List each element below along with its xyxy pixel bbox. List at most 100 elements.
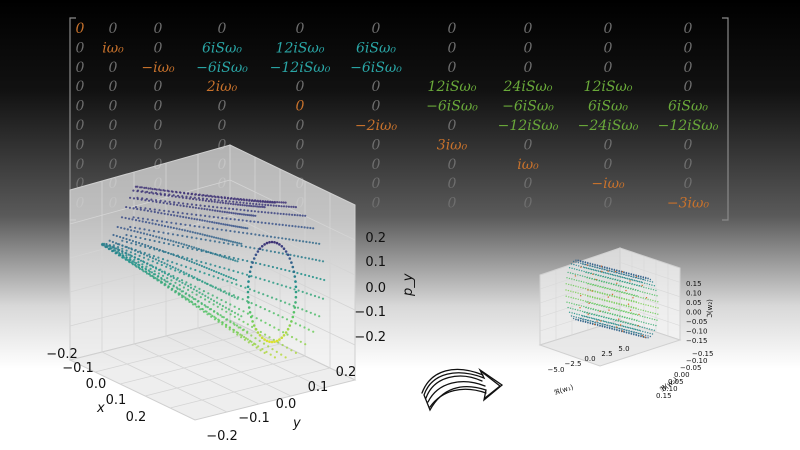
- surface-point: [211, 314, 214, 317]
- matrix-cell: 0: [109, 137, 118, 153]
- surface-point: [242, 201, 245, 204]
- small-surface-accent: [641, 335, 643, 337]
- surface-point: [221, 304, 224, 308]
- surface-point: [192, 288, 195, 291]
- surface-point: [144, 221, 148, 224]
- surface-point: [268, 310, 271, 313]
- surface-point: [207, 226, 210, 230]
- surface-point: [217, 216, 220, 219]
- surface-point: [122, 254, 125, 257]
- surface-point: [111, 240, 114, 244]
- surface-point: [212, 269, 216, 273]
- small-surface-point: [638, 277, 640, 279]
- surface-point: [305, 240, 308, 243]
- surface-rim-point: [247, 301, 250, 304]
- small-surface-point: [630, 287, 632, 290]
- small-surface-point: [628, 278, 631, 280]
- matrix-cell: 0: [76, 176, 85, 192]
- surface-point: [175, 191, 178, 194]
- small-surface-point: [628, 311, 630, 314]
- surface-point: [223, 197, 226, 200]
- surface-point: [204, 199, 207, 202]
- small-surface-accent: [638, 313, 640, 316]
- surface-point: [260, 319, 263, 322]
- small-surface-point: [618, 329, 621, 331]
- small-surface-point: [606, 269, 609, 271]
- surface-point: [209, 308, 213, 311]
- small-surface-point: [591, 277, 593, 280]
- small-surface-point: [615, 284, 618, 286]
- surface-point: [240, 198, 243, 201]
- small-surface-point: [644, 282, 646, 284]
- surface-point: [203, 265, 206, 269]
- surface-point: [257, 221, 260, 224]
- matrix-cell: 0: [448, 21, 457, 37]
- small-surface-point: [657, 307, 659, 309]
- small-surface-point: [637, 296, 640, 298]
- small-surface-point: [619, 275, 621, 278]
- surface-point: [189, 286, 193, 289]
- small-surface-point: [578, 269, 580, 271]
- small-surface-point: [567, 289, 570, 292]
- small-surface-point: [604, 311, 607, 313]
- surface-point: [251, 325, 254, 328]
- surface-point: [224, 223, 227, 226]
- surface-point: [177, 244, 180, 248]
- surface-point: [149, 267, 152, 270]
- small-surface-point: [601, 298, 603, 300]
- surface-rim-point: [294, 285, 298, 289]
- surface-point: [285, 205, 288, 208]
- surface-point: [206, 306, 209, 309]
- surface-point: [271, 348, 274, 351]
- small-surface-point: [642, 334, 644, 336]
- small-surface-point: [618, 284, 620, 287]
- surface-point: [264, 203, 267, 206]
- surface-rim-point: [280, 336, 284, 340]
- surface-point: [273, 356, 276, 359]
- small-surface-point: [633, 276, 635, 278]
- surface-rim-point: [249, 265, 253, 269]
- small-surface-point: [599, 304, 601, 306]
- surface-point: [236, 212, 239, 215]
- surface-rim-point: [284, 250, 288, 253]
- surface-rim-point: [248, 311, 252, 314]
- surface-point: [143, 228, 146, 231]
- small-surface-point: [575, 279, 578, 281]
- surface-point: [271, 265, 274, 269]
- small-surface-point: [576, 268, 578, 271]
- small-surface-point: [631, 293, 633, 296]
- matrix-cell: 0: [448, 157, 457, 173]
- surface-point: [219, 314, 222, 317]
- small-surface-point: [648, 323, 650, 325]
- small-surface-point: [625, 298, 628, 300]
- small-surface-point: [619, 290, 621, 293]
- surface-point: [275, 298, 278, 301]
- surface-point: [276, 201, 279, 204]
- surface-point: [295, 239, 298, 242]
- small-surface-point: [585, 315, 588, 318]
- surface-rim-point: [294, 280, 297, 283]
- small-surface-point: [628, 275, 630, 277]
- surface-point: [248, 288, 251, 291]
- curved-arrow-icon: [421, 368, 504, 412]
- small-surface-point: [609, 312, 612, 315]
- surface-point: [250, 232, 253, 235]
- surface-point: [198, 263, 201, 267]
- small-x-tick-label: −5.0: [548, 366, 565, 374]
- surface-point: [293, 288, 296, 291]
- surface-point: [294, 351, 297, 354]
- small-z-tick-label: 0.05: [686, 299, 702, 307]
- surface-point: [209, 239, 212, 242]
- small-surface-point: [584, 288, 587, 290]
- surface-point: [208, 208, 211, 211]
- surface-point: [157, 259, 160, 262]
- surface-point: [242, 231, 245, 234]
- surface-point: [156, 262, 159, 265]
- surface-point: [229, 320, 232, 323]
- small-surface-point: [583, 270, 585, 273]
- surface-point: [130, 229, 133, 232]
- surface-point: [226, 280, 229, 283]
- small-surface-point: [580, 305, 583, 307]
- surface-point: [296, 306, 300, 309]
- surface-point: [147, 272, 150, 275]
